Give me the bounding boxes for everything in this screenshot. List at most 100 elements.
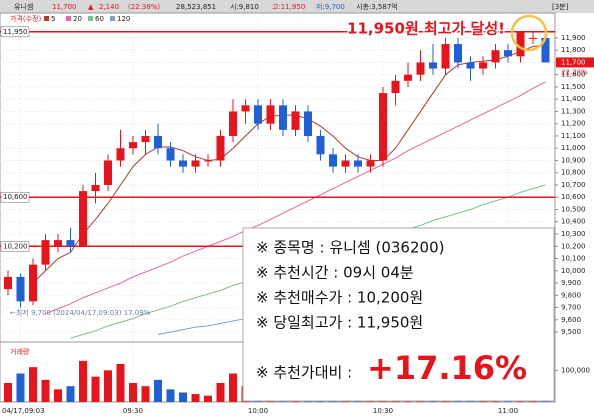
moving-average (32, 44, 546, 284)
legend-label: 60 (95, 15, 104, 23)
x-tick-label: 10:00 (248, 407, 268, 415)
y-tick-label: 11,900 (561, 34, 586, 42)
candle-body (366, 160, 375, 167)
candle-body (254, 105, 262, 124)
y-tick-label: 9,600 (561, 316, 581, 324)
volume-bar (154, 379, 162, 402)
volume-bar (41, 379, 50, 402)
y-tick-label: 11,800 (561, 46, 586, 54)
current-price-label: 11,700 (561, 58, 586, 66)
highlight-circle (510, 14, 548, 52)
y-tick-label: 11,600 (561, 71, 586, 79)
volume-bar (229, 373, 237, 402)
volume-bar (54, 389, 62, 402)
info-line: ※ 추천매수가 : 10,200원 (256, 289, 423, 307)
y-tick-label: 11,500 (561, 83, 586, 91)
y-tick-label: 10,200 (561, 242, 586, 250)
legend-label: 5 (51, 15, 55, 23)
volume-bar (16, 373, 25, 402)
reference-label-box (0, 241, 30, 252)
volume-bar (216, 383, 225, 402)
x-tick-label: 09:30 (123, 407, 143, 415)
low-annotation: ←최저 9,700 (2024/04/17,09:03) 17.09% (10, 308, 151, 317)
candle-body (141, 135, 150, 143)
volume-bar (129, 383, 137, 402)
info-line: ※ 추천시간 : 09시 04분 (256, 264, 414, 282)
y-tick-label: 11,400 (561, 95, 586, 103)
plot-frame (0, 12, 556, 403)
y-tick-label: 11,100 (561, 132, 586, 140)
legend-swatch (66, 16, 71, 21)
change: 2,140 (99, 3, 119, 11)
moving-average (45, 81, 546, 315)
period[interactable]: [3분] (552, 3, 569, 11)
candle-body (479, 62, 487, 69)
change-pct: (22.38%) (128, 3, 160, 11)
x-tick-label: 11:00 (498, 407, 518, 415)
reference-label-box (0, 26, 30, 38)
y-tick-label: 9,700 (561, 304, 581, 312)
current-price-tag (556, 57, 594, 68)
volume-bar (141, 386, 150, 402)
legend-swatch (44, 16, 49, 21)
candle-body (329, 154, 337, 167)
volume: 28,523,851 (176, 3, 216, 11)
y-tick-label: 11,200 (561, 120, 586, 128)
ratio-value: +17.16% (367, 349, 527, 387)
candle-body (266, 105, 275, 124)
candle-body (204, 160, 212, 162)
volume-bar (4, 383, 12, 402)
volume-bar (191, 394, 200, 402)
candle-body (191, 160, 200, 167)
candle-body (241, 105, 250, 112)
candle-body (379, 93, 387, 161)
candle-body (516, 31, 525, 57)
y-tick-label: 10,700 (561, 181, 586, 189)
legend-label: 120 (117, 15, 130, 23)
y-tick-label: 10,100 (561, 255, 586, 263)
candle-body (491, 50, 500, 63)
market-cap: 시총:3,587억 (356, 2, 398, 11)
candle-body (454, 44, 462, 63)
candle-body (4, 276, 12, 290)
legend-swatch (110, 16, 115, 21)
reference-label-box (0, 191, 30, 203)
candle-body (129, 142, 137, 149)
candle-body (91, 184, 100, 192)
info-box (242, 227, 555, 402)
candle-body (154, 135, 162, 149)
high: 고:11,950 (272, 3, 305, 11)
candle-body (66, 240, 75, 247)
reference-label: 11,950 (3, 28, 28, 36)
candle-body (504, 50, 512, 57)
candle-body (541, 37, 550, 63)
y-tick-label: 10,300 (561, 230, 586, 238)
candle-body (291, 111, 300, 130)
x-tick-label: 04/17,09:03 (2, 407, 45, 415)
y-tick-label: 10,000 (561, 267, 586, 275)
candle-body (29, 264, 37, 302)
candle-body (404, 74, 412, 81)
candle-body (229, 111, 237, 136)
candle-body (279, 105, 287, 130)
x-tick-label: 10:30 (373, 407, 393, 415)
candle-body (54, 240, 62, 247)
low: 저:9,700 (316, 2, 345, 11)
volume-bar (166, 389, 175, 402)
y-tick-label: 10,800 (561, 169, 586, 177)
legend-swatch (88, 16, 93, 21)
volume-tick-label: 100,000 (561, 366, 590, 374)
open: 시:9,810 (230, 3, 259, 11)
candle-body (429, 62, 437, 69)
y-tick-label: 10,600 (561, 193, 586, 201)
y-tick-label: 10,500 (561, 205, 586, 213)
candle-body (41, 240, 50, 265)
candle-body (179, 160, 187, 167)
candle-body (304, 111, 312, 136)
candle-body (16, 276, 25, 302)
candle-body (529, 37, 537, 39)
volume-bar (104, 370, 112, 402)
reference-label: 10,600 (3, 193, 28, 201)
volume-bar (79, 360, 87, 402)
price: 11,700 (52, 3, 77, 11)
